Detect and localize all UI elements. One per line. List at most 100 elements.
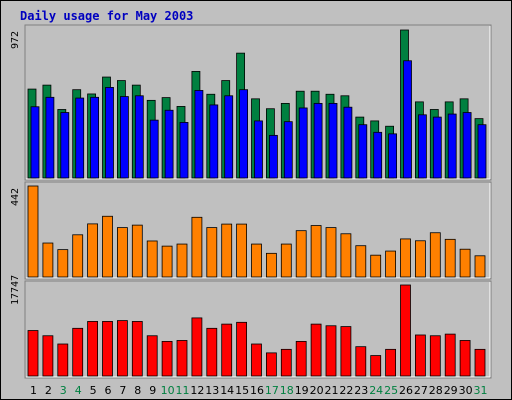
visits-bar xyxy=(206,327,218,377)
kbytes-bar xyxy=(400,238,411,278)
visits-bar xyxy=(221,323,233,377)
day-label: 16 xyxy=(250,384,264,397)
kbytes-bar xyxy=(42,242,54,278)
day-label: 19 xyxy=(295,384,309,397)
day-label: 10 xyxy=(161,384,175,397)
visits-max-label: 17747 xyxy=(10,275,21,305)
kbytes-bar xyxy=(251,243,262,278)
files-bar xyxy=(268,134,278,179)
day-label: 6 xyxy=(105,384,112,397)
files-bar xyxy=(313,102,323,179)
kbytes-bar xyxy=(27,185,39,278)
files-bar xyxy=(358,124,368,179)
files-bar xyxy=(462,112,472,179)
day-label: 22 xyxy=(339,384,353,397)
visits-bar xyxy=(57,343,69,377)
kbytes-bar xyxy=(429,232,441,278)
visits-bar xyxy=(355,346,367,377)
files-bar xyxy=(343,106,353,179)
visits-bar xyxy=(295,340,307,377)
visits-bar xyxy=(191,317,203,377)
kbytes-bar xyxy=(161,245,173,278)
visits-bar xyxy=(176,340,188,377)
kbytes-bar xyxy=(340,233,352,278)
day-label: 17 xyxy=(265,384,279,397)
visits-bar xyxy=(42,335,54,377)
files-bar xyxy=(75,97,85,179)
files-bar xyxy=(283,121,293,179)
day-label: 15 xyxy=(235,384,249,397)
day-label: 12 xyxy=(190,384,204,397)
kbytes-bar xyxy=(385,250,397,278)
day-label: 27 xyxy=(414,384,428,397)
kbytes-bar xyxy=(87,223,98,278)
kbytes-bar xyxy=(57,249,69,278)
visits-bar xyxy=(474,348,486,377)
files-bar xyxy=(432,116,442,179)
visits-bar xyxy=(459,340,471,377)
hits-files-max-label: 972 xyxy=(10,31,21,49)
files-bar xyxy=(149,119,159,179)
files-bar xyxy=(90,96,99,179)
day-label: 5 xyxy=(90,384,97,397)
day-label: 9 xyxy=(149,384,156,397)
day-label: 4 xyxy=(75,384,82,397)
kbytes-bar xyxy=(221,223,233,278)
kbytes-max-label: 442 xyxy=(10,188,21,206)
visits-bar xyxy=(444,333,456,377)
files-bar xyxy=(194,90,204,179)
kbytes-bar xyxy=(146,240,158,278)
day-label: 23 xyxy=(354,384,368,397)
files-bar xyxy=(30,106,40,179)
day-label: 26 xyxy=(399,384,413,397)
visits-bar xyxy=(236,321,248,377)
visits-bar xyxy=(131,321,143,377)
day-label: 29 xyxy=(444,384,458,397)
kbytes-bar xyxy=(280,243,292,278)
files-bar xyxy=(239,89,249,179)
visits-bar xyxy=(72,327,84,377)
visits-bar xyxy=(414,334,426,377)
files-bar xyxy=(254,120,263,179)
kbytes-bar xyxy=(355,245,367,278)
visits-bar xyxy=(370,355,382,377)
day-label: 28 xyxy=(429,384,443,397)
files-bar xyxy=(298,107,308,179)
files-bar xyxy=(328,102,338,179)
kbytes-bar xyxy=(131,224,143,278)
visits-bar xyxy=(87,321,98,377)
day-label: 30 xyxy=(459,384,473,397)
files-bar xyxy=(403,60,412,179)
day-label: 11 xyxy=(176,384,190,397)
files-bar xyxy=(134,95,144,179)
day-label: 2 xyxy=(45,384,52,397)
files-bar xyxy=(417,114,427,179)
visits-bar xyxy=(429,335,441,377)
files-bar xyxy=(105,87,114,179)
visits-bar xyxy=(340,326,352,377)
kbytes-bar xyxy=(444,238,456,278)
kbytes-bar xyxy=(370,254,382,278)
kbytes-bar xyxy=(265,252,277,278)
visits-bar xyxy=(251,343,262,377)
visits-bar xyxy=(325,325,337,377)
kbytes-bar xyxy=(191,216,203,278)
day-label: 3 xyxy=(60,384,67,397)
kbytes-bar xyxy=(72,234,84,278)
visits-bar xyxy=(161,340,173,377)
day-label: 25 xyxy=(384,384,398,397)
files-bar xyxy=(60,112,70,179)
kbytes-bar xyxy=(474,255,486,278)
files-bar xyxy=(447,113,457,179)
day-label: 13 xyxy=(205,384,219,397)
day-label: 31 xyxy=(474,384,488,397)
kbytes-bar xyxy=(459,248,471,278)
day-label: 8 xyxy=(134,384,141,397)
kbytes-bar xyxy=(102,215,113,278)
visits-bar xyxy=(27,330,39,377)
day-label: 1 xyxy=(30,384,37,397)
visits-bar xyxy=(280,348,292,377)
visits-bar xyxy=(310,323,322,377)
